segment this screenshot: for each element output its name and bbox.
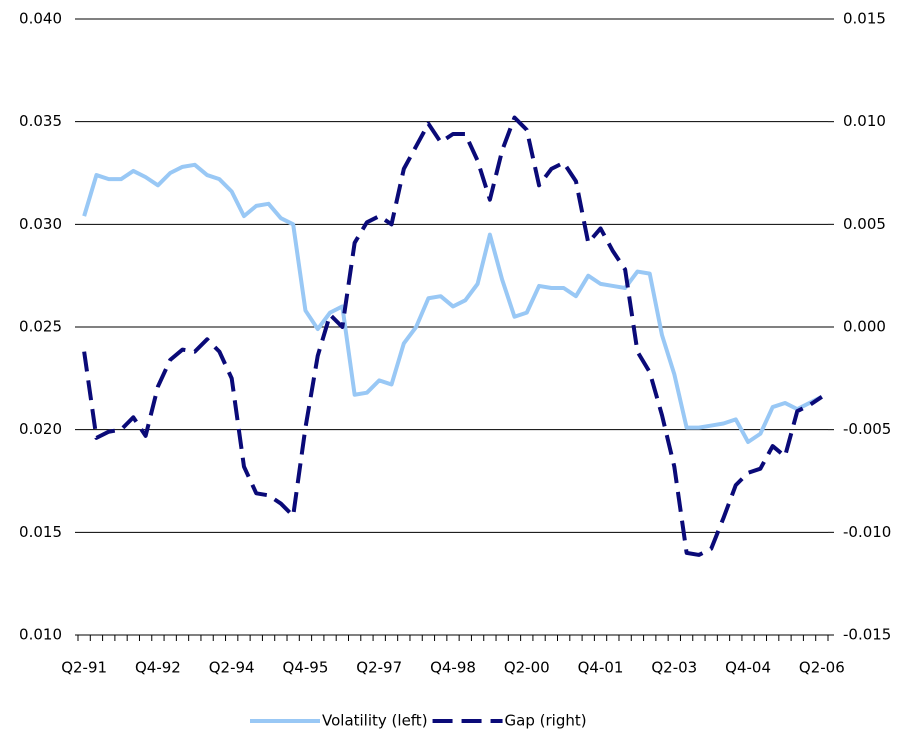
x-tick-label: Q4-04 bbox=[725, 659, 771, 677]
y2-tick-label: 0.015 bbox=[843, 10, 886, 28]
x-tick-label: Q2-06 bbox=[799, 659, 845, 677]
x-tick-label: Q2-03 bbox=[651, 659, 697, 677]
y2-tick-label: 0.005 bbox=[843, 215, 886, 233]
legend-label: Volatility (left) bbox=[322, 712, 428, 730]
y2-tick-label: -0.010 bbox=[843, 523, 891, 541]
x-tick-label: Q2-94 bbox=[209, 659, 255, 677]
y-tick-label: 0.015 bbox=[19, 523, 62, 541]
y2-tick-label: 0.010 bbox=[843, 112, 886, 130]
x-tick-label: Q4-92 bbox=[135, 659, 181, 677]
y-tick-label: 0.020 bbox=[19, 420, 62, 438]
x-tick-label: Q2-00 bbox=[504, 659, 550, 677]
y-tick-label: 0.030 bbox=[19, 215, 62, 233]
x-tick-label: Q4-95 bbox=[283, 659, 329, 677]
legend-label: Gap (right) bbox=[505, 712, 587, 730]
x-tick-label: Q4-01 bbox=[578, 659, 624, 677]
y2-tick-label: -0.005 bbox=[843, 420, 891, 438]
x-tick-label: Q2-91 bbox=[61, 659, 107, 677]
y-tick-label: 0.040 bbox=[19, 10, 62, 28]
y2-tick-label: -0.015 bbox=[843, 626, 891, 644]
series-line bbox=[82, 162, 823, 444]
series-line bbox=[82, 115, 823, 557]
y-tick-label: 0.035 bbox=[19, 112, 62, 130]
y-tick-label: 0.010 bbox=[19, 626, 62, 644]
y2-tick-label: 0.000 bbox=[843, 318, 886, 336]
x-tick-label: Q2-97 bbox=[356, 659, 402, 677]
x-tick-label: Q4-98 bbox=[430, 659, 476, 677]
y-tick-label: 0.025 bbox=[19, 318, 62, 336]
